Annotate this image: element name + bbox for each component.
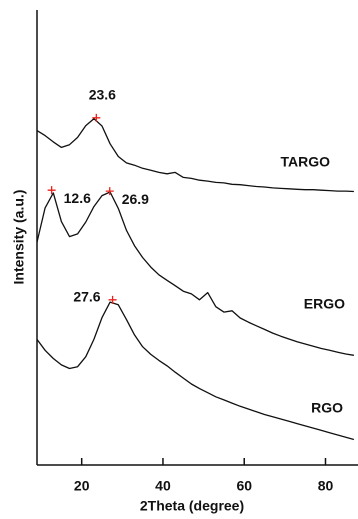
x-axis-label: 2Theta (degree) bbox=[140, 498, 244, 514]
x-tick-label: 20 bbox=[74, 478, 90, 494]
x-tick-label: 60 bbox=[236, 478, 252, 494]
peak-marker bbox=[47, 186, 56, 195]
curve-label: TARGO bbox=[280, 154, 330, 170]
y-axis-label: Intensity (a.u.) bbox=[11, 190, 27, 285]
x-tick-label: 80 bbox=[318, 478, 334, 494]
peak-marker bbox=[108, 295, 117, 304]
peak-label: 27.6 bbox=[73, 289, 100, 305]
xrd-curve bbox=[36, 301, 355, 441]
peak-label: 12.6 bbox=[64, 190, 91, 206]
curve-label: ERGO bbox=[304, 296, 345, 312]
xrd-curve bbox=[36, 118, 354, 193]
xrd-curve bbox=[36, 191, 355, 356]
peak-label: 26.9 bbox=[122, 191, 149, 207]
peak-marker bbox=[105, 187, 114, 196]
peak-marker bbox=[92, 113, 101, 122]
curve-label: RGO bbox=[311, 400, 343, 416]
x-tick-label: 40 bbox=[155, 478, 171, 494]
peak-label: 23.6 bbox=[89, 87, 116, 103]
